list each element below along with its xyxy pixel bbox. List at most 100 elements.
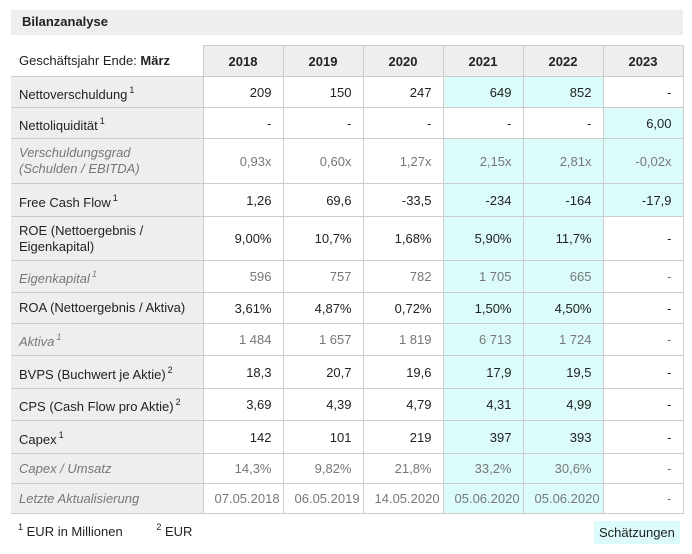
value-cell-2019: 20,7 — [282, 355, 364, 389]
value-cell-2020: 21,8% — [362, 453, 444, 484]
value-cell-2021: - — [442, 107, 524, 139]
value-cell-2020: 4,79 — [362, 388, 444, 421]
footnote-text: EUR — [165, 524, 193, 539]
value-cell-2021: 17,9 — [442, 355, 524, 389]
value-cell-2019: 757 — [282, 260, 364, 293]
value-cell-2020: 1 819 — [362, 323, 444, 356]
table-row: ROE (Nettoergebnis / Eigenkapital) 9,00% 1… — [11, 216, 684, 261]
value-cell-2020: -33,5 — [362, 183, 444, 217]
value-cell-2019: 06.05.2019 — [282, 483, 364, 514]
value-cell-2019: 9,82% — [282, 453, 364, 484]
value-cell-2020: 247 — [362, 76, 444, 108]
year-header-2023: 2023 — [602, 45, 684, 77]
table-row: ROA (Nettoergebnis / Aktiva) 3,61% 4,87% 0,… — [11, 292, 684, 324]
value-cell-2018: 0,93x — [202, 138, 284, 184]
footnote-mark: 1 — [99, 115, 105, 126]
value-cell-2018: 07.05.2018 — [202, 483, 284, 514]
value-cell-2021: -234 — [442, 183, 524, 217]
value-cell-2023: -0,02x — [602, 138, 684, 184]
row-label: Aktiva 1 — [11, 323, 204, 356]
value-cell-2022: 11,7% — [522, 216, 604, 261]
value-cell-2019: - — [282, 107, 364, 139]
row-label: ROE (Nettoergebnis / Eigenkapital) — [11, 216, 204, 261]
value-cell-2022: -164 — [522, 183, 604, 217]
table-row: Eigenkapital 1 596 757 782 1 705 665- — [11, 260, 684, 293]
row-label: Eigenkapital 1 — [11, 260, 204, 293]
table-row: CPS (Cash Flow pro Aktie) 2 3,69 4,39 4,79 4,… — [11, 388, 684, 421]
value-cell-2023: -17,9 — [602, 183, 684, 217]
value-cell-2023: - — [602, 292, 684, 324]
table-row: Free Cash Flow 1 1,26 69,6 -33,5 -234 -164 -17,… — [11, 183, 684, 217]
value-cell-2020: 1,68% — [362, 216, 444, 261]
year-header-2018: 2018 — [202, 45, 284, 77]
value-cell-2018: - — [202, 107, 284, 139]
value-cell-2023: - — [602, 388, 684, 421]
row-label: BVPS (Buchwert je Aktie) 2 — [11, 355, 204, 389]
value-cell-2022: 4,50% — [522, 292, 604, 324]
value-cell-2019: 150 — [282, 76, 364, 108]
footnote-2: 2 EUR — [154, 522, 206, 539]
footnote-mark: 2 — [175, 397, 181, 407]
value-cell-2021: 2,15x — [442, 138, 524, 184]
year-header-2021: 2021 — [442, 45, 524, 77]
value-cell-2023: - — [602, 216, 684, 261]
value-cell-2020: 19,6 — [362, 355, 444, 389]
fiscal-year-month: März — [140, 53, 171, 69]
row-label: Letzte Aktualisierung — [11, 483, 204, 514]
value-cell-2020: 0,72% — [362, 292, 444, 324]
value-cell-2023: - — [602, 453, 684, 484]
footnote-mark: 1 — [91, 269, 97, 279]
value-cell-2018: 142 — [202, 420, 284, 454]
value-cell-2023: - — [602, 76, 684, 108]
fiscal-year-prefix: Geschäftsjahr Ende: — [19, 53, 141, 69]
value-cell-2018: 18,3 — [202, 355, 284, 389]
table-row: Capex / Umsatz 14,3% 9,82% 21,8% 33,2% 30,6% - — [11, 453, 684, 484]
header-row: Geschäftsjahr Ende: März 2018 2019 2020 202… — [11, 45, 684, 77]
value-cell-2023: - — [602, 323, 684, 356]
value-cell-2023: - — [602, 260, 684, 293]
value-cell-2022: 665 — [522, 260, 604, 293]
footnote-text: EUR in Millionen — [26, 524, 123, 539]
table-row: Nettoverschuldung 1 209 150 247 649 852- — [11, 76, 684, 108]
value-cell-2018: 14,3% — [202, 453, 284, 484]
value-cell-2020: 14.05.2020 — [362, 483, 444, 514]
estimates-legend: Schätzungen — [594, 521, 680, 544]
value-cell-2018: 3,61% — [202, 292, 284, 324]
value-cell-2018: 3,69 — [202, 388, 284, 421]
value-cell-2021: 1 705 — [442, 260, 524, 293]
value-cell-2022: 1 724 — [522, 323, 604, 356]
row-label: Nettoliquidität 1 — [11, 107, 204, 139]
value-cell-2019: 101 — [282, 420, 364, 454]
value-cell-2019: 10,7% — [282, 216, 364, 261]
row-label-text: Aktiva — [19, 334, 55, 349]
footnote-mark: 1 — [112, 192, 118, 203]
table-row: Capex 1 142 101 219 397 393- — [11, 420, 684, 454]
value-cell-2023: - — [602, 355, 684, 389]
table-row: Verschuldungsgrad (Schulden / EBITDA) 0,9… — [11, 138, 684, 184]
value-cell-2018: 209 — [202, 76, 284, 108]
value-cell-2021: 397 — [442, 420, 524, 454]
row-label: Capex 1 — [11, 420, 204, 454]
table-row: Letzte Aktualisierung 07.05.2018 06.05.201… — [11, 483, 684, 514]
row-label-text: ROE (Nettoergebnis / Eigenkapital) — [19, 222, 144, 254]
value-cell-2018: 1,26 — [202, 183, 284, 217]
value-cell-2019: 1 657 — [282, 323, 364, 356]
value-cell-2022: 4,99 — [522, 388, 604, 421]
value-cell-2023: - — [602, 420, 684, 454]
row-label-text: ROA (Nettoergebnis / Aktiva) — [19, 300, 186, 315]
row-label: Free Cash Flow 1 — [11, 183, 204, 217]
footnote-mark: 2 — [167, 364, 173, 375]
value-cell-2022: 30,6% — [522, 453, 604, 484]
value-cell-2022: - — [522, 107, 604, 139]
row-label-text: BVPS (Buchwert je Aktie) — [19, 366, 166, 382]
value-cell-2021: 4,31 — [442, 388, 524, 421]
value-cell-2021: 1,50% — [442, 292, 524, 324]
value-cell-2023: 6,00 — [602, 107, 684, 139]
value-cell-2021: 6 713 — [442, 323, 524, 356]
row-label: ROA (Nettoergebnis / Aktiva) — [11, 292, 204, 324]
value-cell-2023: - — [602, 483, 684, 514]
section-title: Bilanzanalyse — [11, 10, 683, 35]
year-header-2019: 2019 — [282, 45, 364, 77]
footnote-mark: 1 — [58, 429, 64, 440]
row-label: CPS (Cash Flow pro Aktie) 2 — [11, 388, 204, 421]
